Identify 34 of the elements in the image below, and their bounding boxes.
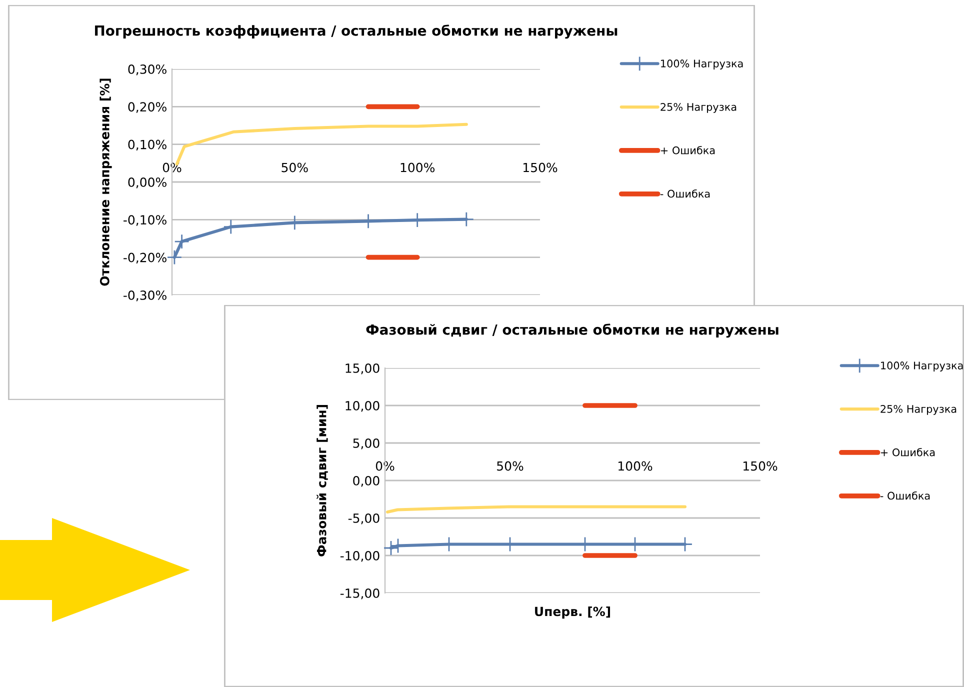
y-tick-label: -0,30%	[124, 290, 166, 302]
legend-label: 25% Нагрузка	[660, 102, 736, 113]
legend-label: - Ошибка	[880, 491, 930, 500]
legend-label: - Ошибка	[660, 189, 710, 198]
legend-label: 25% Нагрузка	[880, 404, 956, 415]
y-tick-label: -5,00	[348, 513, 380, 524]
x-tick-label: 100%	[400, 162, 435, 172]
y-tick-label: -15,00	[340, 588, 380, 600]
y-tick-label: 15,00	[346, 363, 380, 374]
x-tick-label: 0%	[376, 461, 394, 471]
x-tick-label: 150%	[524, 162, 558, 172]
y-tick-label: -0,10%	[124, 215, 166, 226]
y-tick-label: 0,00	[353, 476, 380, 487]
y-tick-label: 0,10%	[128, 140, 166, 151]
y-tick-label: -0,20%	[124, 252, 166, 264]
legend-label: 100% Нагрузка	[881, 362, 963, 372]
x-tick-label: 100%	[618, 461, 652, 471]
y-axis-title: Отклонение напряжения [%]	[100, 78, 112, 286]
y-tick-label: 0,00%	[128, 177, 166, 188]
x-axis-title: Uперв. [%]	[535, 606, 610, 619]
legend-label: 100% Нагрузка	[661, 60, 743, 70]
y-tick-label: 0,30%	[128, 64, 166, 76]
y-tick-label: 0,20%	[128, 102, 166, 113]
x-tick-label: 50%	[282, 162, 308, 172]
legend-label: + Ошибка	[881, 448, 935, 456]
chart-title: Фазовый сдвиг / остальные обмотки не нагружены	[366, 324, 778, 338]
y-tick-label: 5,00	[353, 438, 380, 450]
x-tick-label: 50%	[497, 461, 524, 471]
y-tick-label: -10,00	[340, 550, 380, 562]
chart-title: Погрешность коэффициента / остальные обмотки не нагружены	[95, 24, 618, 39]
legend-label: + Ошибка	[661, 146, 715, 154]
y-tick-label: 10,00	[346, 400, 380, 412]
y-axis-title: Фазовый сдвиг [мин]	[316, 405, 328, 556]
x-tick-label: 150%	[744, 461, 778, 471]
